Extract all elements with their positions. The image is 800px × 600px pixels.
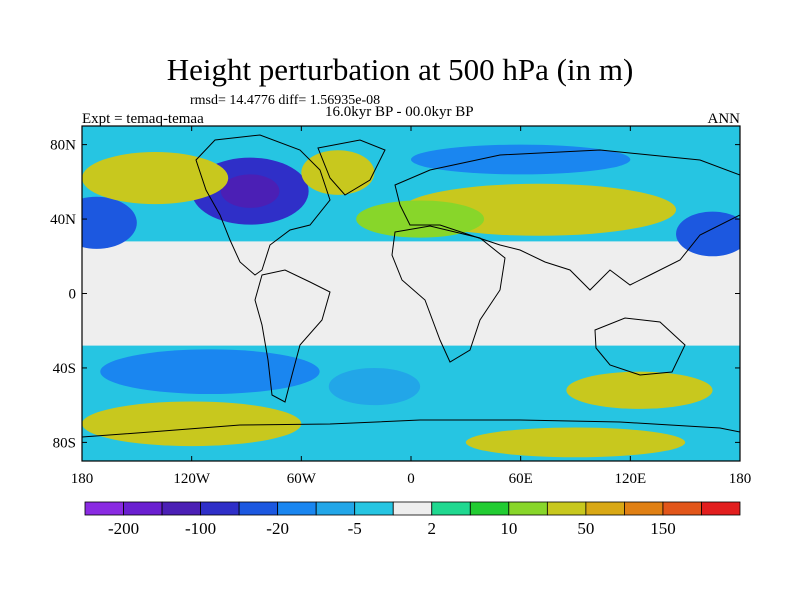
field-region-europe-ridge	[356, 200, 485, 238]
field-region-siberia-trough	[411, 144, 631, 175]
equatorial-neutral-band	[82, 241, 740, 346]
colorbar-swatch	[546, 501, 587, 516]
lat-tick-label: 0	[69, 287, 77, 303]
colorbar-swatch	[469, 501, 510, 516]
colorbar-swatch	[277, 501, 317, 516]
figure-title: Height perturbation at 500 hPa (in m)	[166, 52, 634, 87]
map-panel: 80N 40N 0 40S 80S 180 120W 60W 0 60E 120E 180	[50, 125, 752, 487]
experiment-label: Expt = temaq-temaa	[82, 111, 204, 127]
eurasia-coast	[394, 149, 740, 291]
colorbar-swatch	[662, 501, 702, 516]
colorbar-swatch	[392, 501, 433, 516]
lat-tick-label: 40N	[50, 212, 76, 228]
colorbar: -200 -100 -20 -5 2 10 50 150	[84, 501, 741, 538]
colorbar-label: 150	[650, 519, 676, 538]
field-region-antarctic-high	[465, 427, 686, 458]
australia-coast	[594, 317, 686, 376]
lon-tick-label: 60E	[509, 471, 533, 487]
lon-tick-label: 180	[729, 471, 752, 487]
field-region-southern-ocean-low	[100, 349, 320, 394]
field-region-north-pacific-low	[82, 196, 137, 249]
africa-coast	[391, 225, 506, 363]
field-region-north-america-low-core	[220, 174, 280, 208]
coastlines	[82, 134, 740, 438]
north-america-coast	[195, 134, 331, 276]
colorbar-label: -200	[108, 519, 139, 538]
colorbar-label: 10	[500, 519, 517, 538]
field-region-south-pacific-high	[82, 401, 302, 447]
colorbar-swatch	[508, 501, 548, 516]
colorbar-swatch	[354, 501, 394, 516]
season-label: ANN	[707, 111, 741, 127]
colorbar-label: 50	[577, 519, 594, 538]
colorbar-swatch	[431, 501, 471, 516]
lon-tick-label: 120E	[614, 471, 646, 487]
longitude-axis: 180 120W 60W 0 60E 120E 180	[71, 126, 752, 487]
lon-tick-label: 120W	[173, 471, 211, 487]
lon-tick-label: 180	[71, 471, 94, 487]
statistics-label: rmsd= 14.4776 diff= 1.56935e-08	[190, 93, 381, 108]
field-region-north-pacific-high	[82, 152, 229, 205]
lat-tick-label: 80S	[53, 435, 76, 451]
lat-tick-label: 40S	[53, 361, 76, 377]
greenland-coast	[317, 139, 386, 196]
lon-tick-label: 60W	[287, 471, 317, 487]
colorbar-swatch	[315, 501, 356, 516]
colorbar-swatch	[200, 501, 240, 516]
colorbar-swatch	[161, 501, 201, 516]
colorbar-swatch	[123, 501, 163, 516]
colorbar-label: -100	[185, 519, 216, 538]
south-america-coast	[254, 269, 331, 403]
colorbar-swatch	[238, 501, 279, 516]
period-label: 16.0kyr BP - 00.0kyr BP	[325, 104, 474, 120]
colorbar-swatch	[701, 501, 741, 516]
lat-tick-label: 80N	[50, 138, 76, 154]
height-perturbation-field	[82, 144, 740, 458]
colorbar-swatch	[585, 501, 625, 516]
field-region-atlantic-ridge	[301, 150, 375, 195]
field-region-south-indian-high	[566, 371, 713, 409]
antarctica-coast	[82, 419, 740, 438]
colorbar-label: 2	[428, 519, 437, 538]
field-region-south-atlantic-low	[328, 367, 421, 406]
colorbar-swatch	[84, 501, 124, 516]
lon-tick-label: 0	[407, 471, 415, 487]
latitude-axis: 80N 40N 0 40S 80S	[50, 138, 740, 451]
field-region-west-pacific-low	[676, 211, 740, 257]
colorbar-label: -20	[266, 519, 289, 538]
colorbar-swatch	[624, 501, 664, 516]
colorbar-label: -5	[348, 519, 362, 538]
